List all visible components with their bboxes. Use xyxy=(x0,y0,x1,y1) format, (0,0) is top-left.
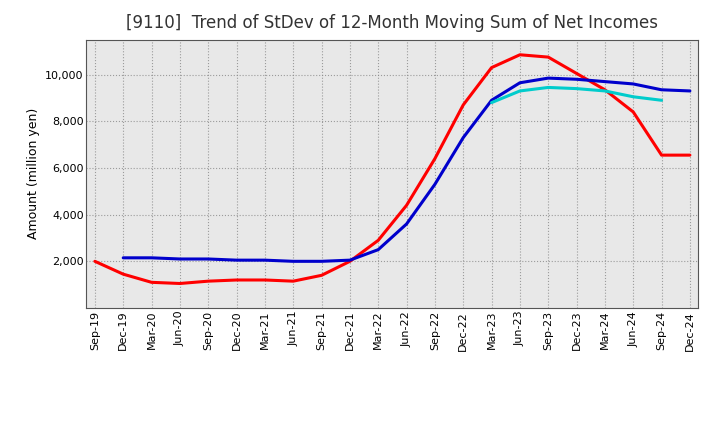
7 Years xyxy=(572,86,581,91)
7 Years xyxy=(657,98,666,103)
5 Years xyxy=(685,88,694,94)
3 Years xyxy=(516,52,524,57)
5 Years xyxy=(289,259,297,264)
3 Years xyxy=(685,153,694,158)
3 Years xyxy=(318,273,326,278)
5 Years xyxy=(516,80,524,85)
Title: [9110]  Trend of StDev of 12-Month Moving Sum of Net Incomes: [9110] Trend of StDev of 12-Month Moving… xyxy=(127,15,658,33)
3 Years xyxy=(148,280,156,285)
Line: 7 Years: 7 Years xyxy=(492,88,662,103)
5 Years xyxy=(318,259,326,264)
3 Years xyxy=(233,277,241,282)
7 Years xyxy=(544,85,552,90)
3 Years xyxy=(119,271,127,277)
5 Years xyxy=(629,81,637,87)
7 Years xyxy=(629,94,637,99)
5 Years xyxy=(600,79,609,84)
3 Years xyxy=(629,109,637,114)
7 Years xyxy=(600,88,609,94)
5 Years xyxy=(261,257,269,263)
3 Years xyxy=(572,71,581,76)
3 Years xyxy=(402,203,411,208)
5 Years xyxy=(402,221,411,227)
3 Years xyxy=(176,281,184,286)
5 Years xyxy=(374,247,382,252)
5 Years xyxy=(459,135,467,140)
5 Years xyxy=(346,257,354,263)
3 Years xyxy=(204,279,212,284)
5 Years xyxy=(119,255,127,260)
3 Years xyxy=(91,259,99,264)
7 Years xyxy=(516,88,524,94)
3 Years xyxy=(431,156,439,161)
3 Years xyxy=(261,277,269,282)
5 Years xyxy=(657,87,666,92)
5 Years xyxy=(233,257,241,263)
7 Years xyxy=(487,100,496,105)
5 Years xyxy=(204,257,212,262)
3 Years xyxy=(346,259,354,264)
5 Years xyxy=(544,76,552,81)
3 Years xyxy=(544,55,552,60)
Line: 3 Years: 3 Years xyxy=(95,55,690,283)
5 Years xyxy=(431,182,439,187)
3 Years xyxy=(600,87,609,92)
3 Years xyxy=(289,279,297,284)
Line: 5 Years: 5 Years xyxy=(123,78,690,261)
3 Years xyxy=(487,65,496,70)
3 Years xyxy=(657,153,666,158)
5 Years xyxy=(487,98,496,103)
Y-axis label: Amount (million yen): Amount (million yen) xyxy=(27,108,40,239)
3 Years xyxy=(374,238,382,243)
3 Years xyxy=(459,103,467,108)
5 Years xyxy=(572,77,581,82)
5 Years xyxy=(176,257,184,262)
5 Years xyxy=(148,255,156,260)
